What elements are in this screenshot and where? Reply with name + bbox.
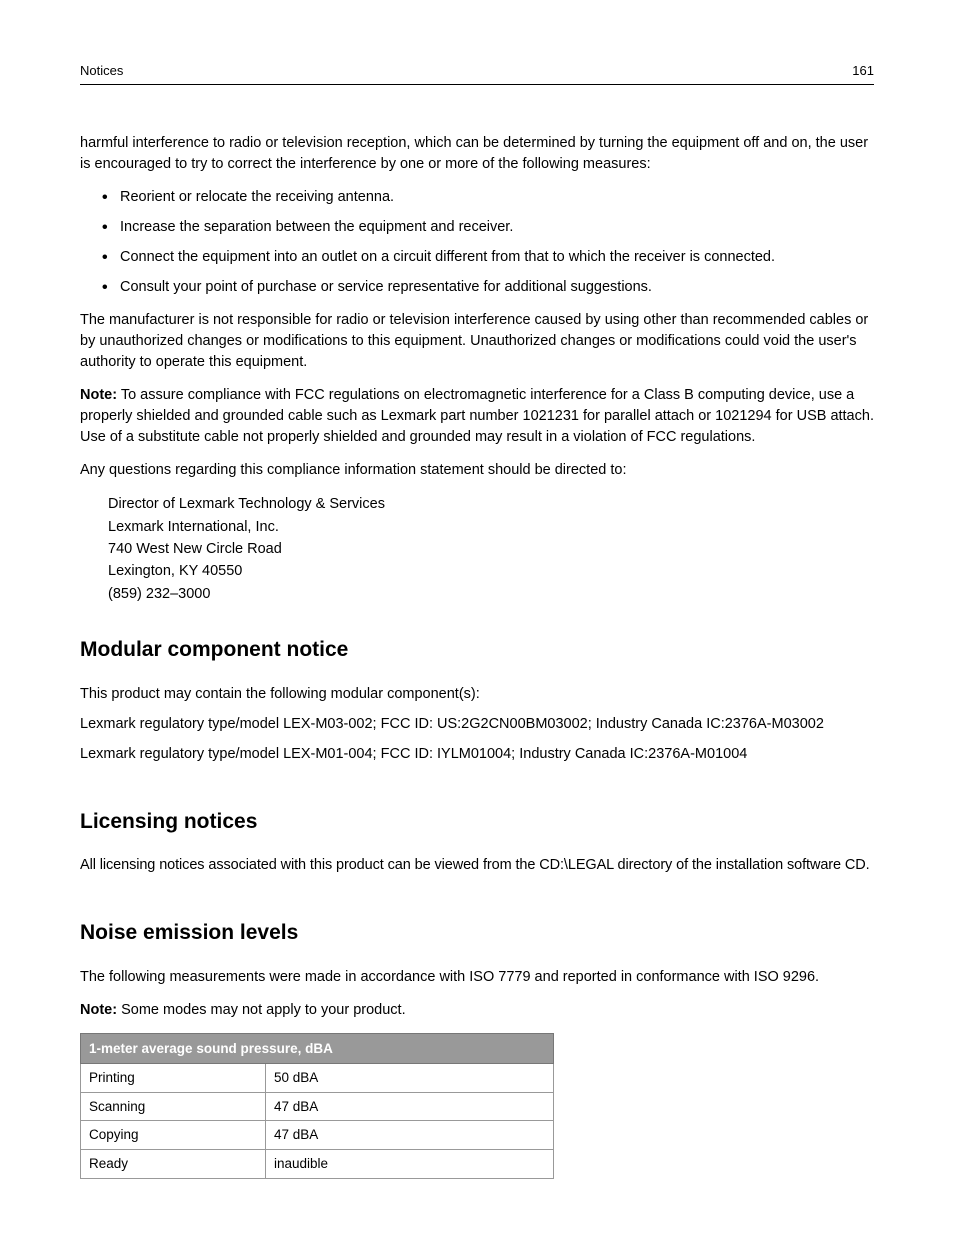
header-section: Notices: [80, 62, 123, 81]
modular-p1: This product may contain the following m…: [80, 684, 874, 705]
modular-p3: Lexmark regulatory type/model LEX-M01-00…: [80, 744, 874, 765]
licensing-p1: All licensing notices associated with th…: [80, 855, 874, 876]
table-cell-mode: Ready: [81, 1150, 266, 1179]
modular-heading: Modular component notice: [80, 635, 874, 665]
intro-paragraph-1: harmful interference to radio or televis…: [80, 133, 874, 175]
table-header: 1-meter average sound pressure, dBA: [81, 1033, 554, 1064]
table-row: Copying 47 dBA: [81, 1121, 554, 1150]
address-line: 740 West New Circle Road: [108, 538, 874, 560]
table-cell-mode: Scanning: [81, 1092, 266, 1121]
intro-paragraph-3: Any questions regarding this compliance …: [80, 460, 874, 481]
note-label: Note:: [80, 387, 117, 403]
table-cell-value: 50 dBA: [266, 1064, 554, 1093]
note-label: Note:: [80, 1002, 117, 1018]
table-row: Printing 50 dBA: [81, 1064, 554, 1093]
header-page: 161: [852, 62, 874, 81]
table-cell-value: 47 dBA: [266, 1092, 554, 1121]
address-line: Lexington, KY 40550: [108, 560, 874, 582]
note-text: To assure compliance with FCC regulation…: [80, 387, 874, 445]
list-item: Connect the equipment into an outlet on …: [102, 247, 874, 268]
noise-table: 1-meter average sound pressure, dBA Prin…: [80, 1033, 554, 1179]
table-cell-value: 47 dBA: [266, 1121, 554, 1150]
measures-list: Reorient or relocate the receiving anten…: [102, 187, 874, 298]
noise-p1: The following measurements were made in …: [80, 967, 874, 988]
note-text: Some modes may not apply to your product…: [117, 1002, 406, 1018]
address-line: Lexmark International, Inc.: [108, 516, 874, 538]
intro-note: Note: To assure compliance with FCC regu…: [80, 385, 874, 448]
table-cell-value: inaudible: [266, 1150, 554, 1179]
licensing-heading: Licensing notices: [80, 807, 874, 837]
table-cell-mode: Copying: [81, 1121, 266, 1150]
list-item: Reorient or relocate the receiving anten…: [102, 187, 874, 208]
address-line: Director of Lexmark Technology & Service…: [108, 493, 874, 515]
noise-note: Note: Some modes may not apply to your p…: [80, 1000, 874, 1021]
table-row: Scanning 47 dBA: [81, 1092, 554, 1121]
intro-paragraph-2: The manufacturer is not responsible for …: [80, 310, 874, 373]
table-row: Ready inaudible: [81, 1150, 554, 1179]
list-item: Increase the separation between the equi…: [102, 217, 874, 238]
noise-heading: Noise emission levels: [80, 918, 874, 948]
contact-address: Director of Lexmark Technology & Service…: [108, 493, 874, 605]
address-line: (859) 232–3000: [108, 583, 874, 605]
table-cell-mode: Printing: [81, 1064, 266, 1093]
page-header: Notices 161: [80, 62, 874, 85]
modular-p2: Lexmark regulatory type/model LEX-M03-00…: [80, 714, 874, 735]
list-item: Consult your point of purchase or servic…: [102, 277, 874, 298]
